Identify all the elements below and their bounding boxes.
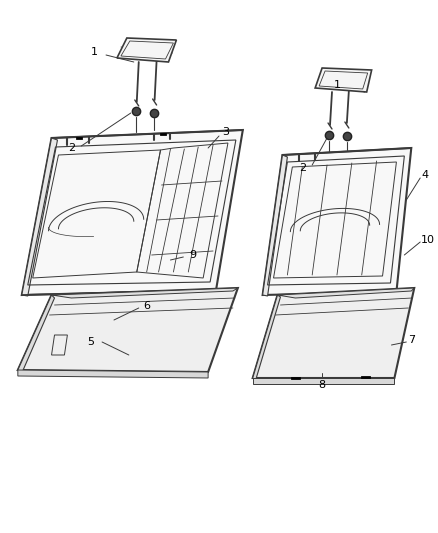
Polygon shape: [263, 148, 411, 295]
Text: 5: 5: [88, 337, 95, 347]
Polygon shape: [117, 38, 177, 62]
Polygon shape: [253, 378, 395, 384]
Polygon shape: [22, 130, 243, 295]
Text: 2: 2: [299, 163, 306, 173]
Polygon shape: [18, 295, 54, 373]
Polygon shape: [18, 288, 238, 372]
Text: 2: 2: [68, 143, 75, 153]
Text: 9: 9: [190, 250, 197, 260]
Polygon shape: [263, 155, 287, 296]
Polygon shape: [22, 138, 57, 296]
Text: 7: 7: [408, 335, 415, 345]
Text: 3: 3: [223, 127, 230, 137]
Text: 10: 10: [421, 235, 435, 245]
Text: 8: 8: [318, 380, 325, 390]
Text: 1: 1: [333, 80, 340, 90]
Text: 6: 6: [143, 301, 150, 311]
Polygon shape: [18, 370, 208, 378]
Polygon shape: [315, 68, 371, 92]
Polygon shape: [253, 295, 280, 380]
Polygon shape: [278, 288, 414, 298]
Text: 1: 1: [91, 47, 98, 57]
Polygon shape: [52, 288, 238, 298]
Text: 4: 4: [421, 170, 428, 180]
Polygon shape: [253, 288, 414, 378]
